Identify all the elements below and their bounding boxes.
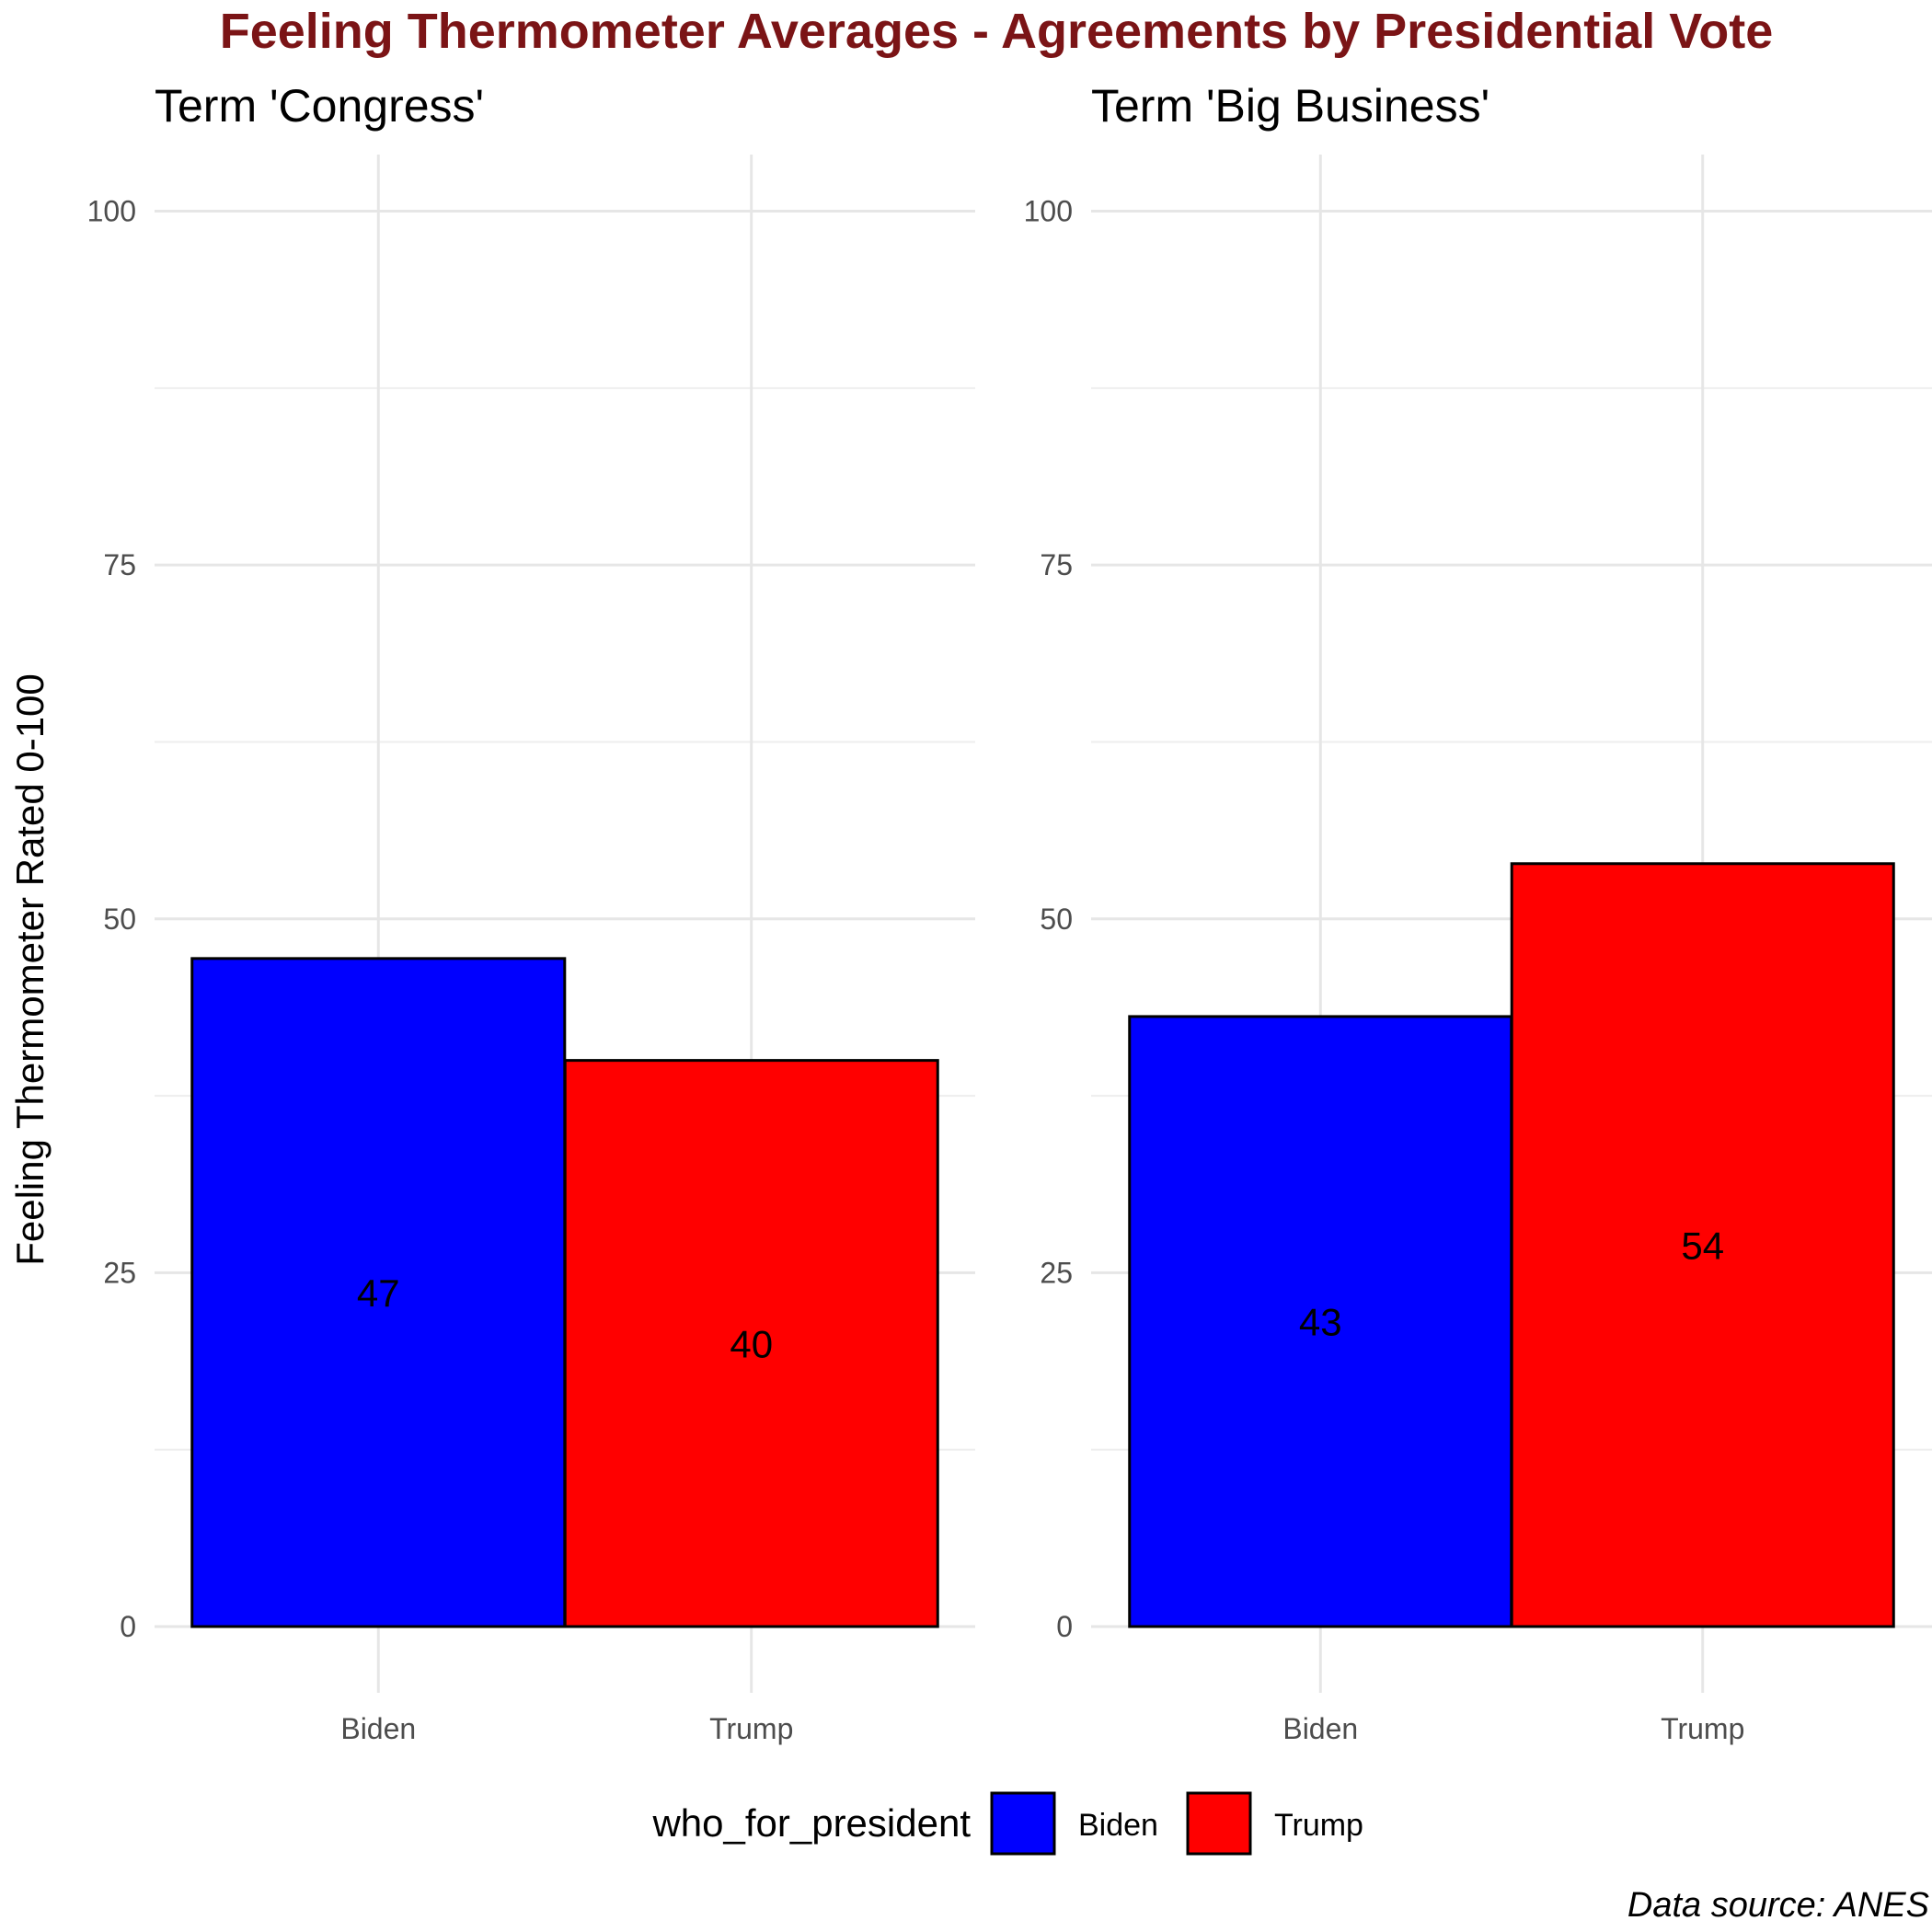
bar-biden: [1128, 1015, 1513, 1628]
legend-swatch: [990, 1791, 1056, 1856]
legend-items: Biden Trump: [990, 1791, 1363, 1856]
bar-value-label: 40: [730, 1322, 773, 1365]
y-tick-label: 25: [1040, 1256, 1073, 1289]
bar-biden: [190, 957, 567, 1628]
y-axis-title: Feeling Thermometer Rated 0-100: [8, 673, 52, 1266]
y-tick-label: 50: [1040, 903, 1073, 936]
legend-title: who_for_president: [651, 1801, 971, 1845]
legend: who_for_president Biden Trump: [651, 1791, 1363, 1856]
bar-trump: [563, 1059, 939, 1628]
y-tick-label: 100: [1024, 195, 1073, 228]
legend-label: Trump: [1274, 1808, 1363, 1843]
chart-title: Feeling Thermometer Averages - Agreement…: [220, 4, 1774, 59]
legend-swatch: [1186, 1791, 1252, 1856]
bar-value-label: 43: [1299, 1300, 1342, 1343]
legend-label: Biden: [1078, 1808, 1158, 1843]
y-tick-label: 100: [87, 195, 136, 228]
x-tick-label: Trump: [709, 1712, 793, 1745]
panel-title: Term 'Big Business': [1091, 80, 1489, 132]
caption: Data source: ANES: [1627, 1886, 1929, 1925]
y-tick-label: 0: [120, 1610, 136, 1643]
panels: Term 'Congress'025507510047Biden40TrumpT…: [87, 80, 1932, 1745]
bar-trump: [1510, 862, 1895, 1628]
y-tick-label: 75: [1040, 548, 1073, 581]
bar-value-label: 54: [1681, 1224, 1724, 1267]
x-tick-label: Trump: [1661, 1712, 1744, 1745]
x-tick-label: Biden: [1282, 1712, 1358, 1745]
y-tick-label: 0: [1056, 1610, 1073, 1643]
y-tick-label: 25: [103, 1256, 136, 1289]
legend-item-trump: Trump: [1186, 1791, 1363, 1856]
legend-item-biden: Biden: [990, 1791, 1158, 1856]
panel-1: Term 'Congress' 0 25 50 75 100 47 Biden 40 Trump: [87, 80, 975, 1745]
x-tick-label: Biden: [340, 1712, 416, 1745]
y-tick-label: 50: [103, 903, 136, 936]
panel-2: Term 'Big Business' 0 25 50 75 100 43 Biden 54 Tr…: [1024, 80, 1932, 1745]
panel-title: Term 'Congress': [155, 80, 484, 132]
y-tick-label: 75: [103, 548, 136, 581]
bar-value-label: 47: [357, 1271, 400, 1315]
